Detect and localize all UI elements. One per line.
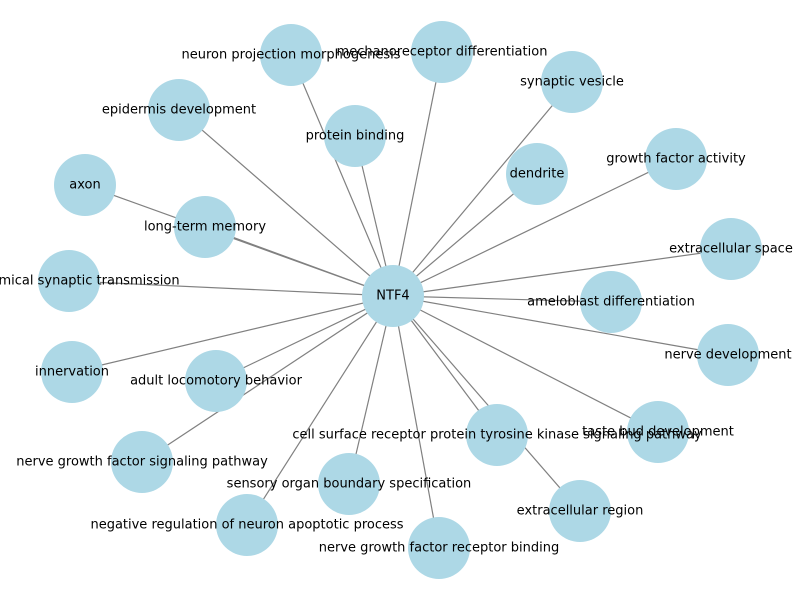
edge-ntf4-ameloblast-differentiation bbox=[392, 295, 612, 303]
node-extracellular-space bbox=[700, 218, 762, 280]
node-growth-factor-activity bbox=[645, 128, 707, 190]
node-protein-binding bbox=[324, 105, 386, 167]
edge-ntf4-extracellular-region bbox=[392, 295, 581, 512]
node-mechanoreceptor-differentiation bbox=[411, 21, 473, 83]
edge-ntf4-epidermis-development bbox=[178, 109, 394, 297]
label-innervation: innervation bbox=[35, 365, 109, 380]
edges-layer bbox=[68, 51, 732, 549]
node-negative-regulation-apoptotic bbox=[216, 494, 278, 556]
node-sensory-organ-boundary bbox=[318, 453, 380, 515]
edge-ntf4-long-term-memory bbox=[204, 226, 394, 297]
edge-ntf4-taste-bud-development bbox=[392, 295, 659, 433]
node-nerve-growth-factor-signaling bbox=[111, 431, 173, 493]
edge-ntf4-dendrite bbox=[392, 173, 538, 297]
label-cell-surface-receptor: cell surface receptor protein tyrosine k… bbox=[292, 428, 702, 443]
label-nerve-growth-factor-receptor-binding: nerve growth factor receptor binding bbox=[319, 541, 559, 556]
node-ntf4 bbox=[362, 265, 424, 327]
edge-ntf4-chemical-synaptic-transmission bbox=[68, 280, 394, 297]
nodes-layer bbox=[38, 21, 762, 579]
labels-layer: neuron projection morphogenesismechanore… bbox=[0, 45, 793, 556]
edge-ntf4-synaptic-vesicle bbox=[392, 81, 573, 297]
edge-ntf4-growth-factor-activity bbox=[392, 158, 677, 297]
label-nerve-development: nerve development bbox=[664, 348, 791, 363]
node-epidermis-development bbox=[148, 79, 210, 141]
edge-ntf4-nerve-growth-factor-receptor-binding bbox=[392, 295, 440, 549]
label-extracellular-region: extracellular region bbox=[517, 504, 644, 519]
label-mechanoreceptor-differentiation: mechanoreceptor differentiation bbox=[337, 45, 548, 60]
label-taste-bud-development: taste bud development bbox=[582, 425, 734, 440]
node-axon bbox=[54, 154, 116, 216]
label-nerve-growth-factor-signaling: nerve growth factor signaling pathway bbox=[16, 455, 268, 470]
edge-ntf4-mechanoreceptor-differentiation bbox=[392, 51, 443, 297]
label-extracellular-space: extracellular space bbox=[669, 242, 793, 257]
label-protein-binding: protein binding bbox=[306, 129, 405, 144]
node-dendrite bbox=[506, 143, 568, 205]
label-epidermis-development: epidermis development bbox=[102, 103, 256, 118]
node-innervation bbox=[41, 341, 103, 403]
node-ameloblast-differentiation bbox=[580, 271, 642, 333]
edge-ntf4-adult-locomotory-behavior bbox=[215, 295, 394, 382]
edge-ntf4-sensory-organ-boundary bbox=[348, 295, 394, 485]
node-taste-bud-development bbox=[627, 401, 689, 463]
edge-ntf4-neuron-projection-morphogenesis bbox=[290, 54, 394, 297]
label-growth-factor-activity: growth factor activity bbox=[606, 152, 746, 167]
label-long-term-memory: long-term memory bbox=[144, 220, 266, 235]
node-nerve-growth-factor-receptor-binding bbox=[408, 517, 470, 579]
label-negative-regulation-apoptotic: negative regulation of neuron apoptotic … bbox=[90, 518, 403, 533]
edge-ntf4-nerve-growth-factor-signaling bbox=[141, 295, 394, 463]
node-synaptic-vesicle bbox=[541, 51, 603, 113]
node-adult-locomotory-behavior bbox=[185, 350, 247, 412]
node-extracellular-region bbox=[549, 480, 611, 542]
label-dendrite: dendrite bbox=[510, 167, 565, 182]
label-neuron-projection-morphogenesis: neuron projection morphogenesis bbox=[182, 48, 401, 63]
label-synaptic-vesicle: synaptic vesicle bbox=[520, 75, 624, 90]
label-adult-locomotory-behavior: adult locomotory behavior bbox=[130, 374, 303, 389]
label-ntf4: NTF4 bbox=[376, 289, 409, 304]
edge-ntf4-nerve-development bbox=[392, 295, 729, 356]
edge-ntf4-innervation bbox=[71, 295, 394, 373]
label-axon: axon bbox=[69, 178, 100, 193]
edge-ntf4-extracellular-space bbox=[392, 248, 732, 297]
node-nerve-development bbox=[697, 324, 759, 386]
label-sensory-organ-boundary: sensory organ boundary specification bbox=[227, 477, 472, 492]
node-neuron-projection-morphogenesis bbox=[260, 24, 322, 86]
label-chemical-synaptic-transmission: of chemical synaptic transmission bbox=[0, 274, 180, 289]
node-long-term-memory bbox=[174, 196, 236, 258]
node-cell-surface-receptor bbox=[466, 404, 528, 466]
edge-ntf4-negative-regulation-apoptotic bbox=[246, 295, 394, 526]
node-chemical-synaptic-transmission bbox=[38, 250, 100, 312]
label-ameloblast-differentiation: ameloblast differentiation bbox=[527, 295, 695, 310]
